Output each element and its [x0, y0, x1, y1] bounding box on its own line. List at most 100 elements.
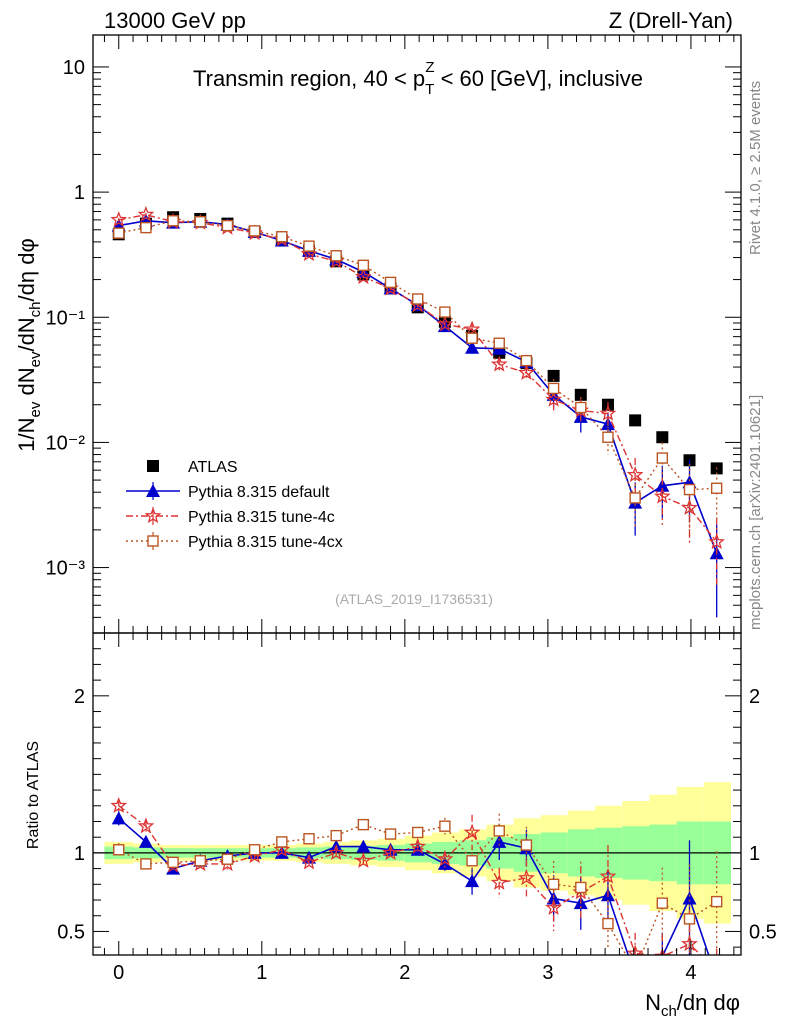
ratio-point [327, 844, 345, 861]
ratio-point [439, 820, 451, 832]
ratio-point [626, 944, 644, 955]
ratio-point [492, 834, 507, 848]
y-axis-ratio: 2 2 1 1 0.5 0.5 [57, 648, 777, 948]
ratio-point [382, 844, 399, 861]
y-axis-label-main: 1/Nev dNev/dNch/dη dφ [14, 238, 44, 451]
ratio-point [490, 873, 508, 890]
data-point [656, 431, 669, 444]
y-axis-main: 10 1 10⁻¹ 10⁻² 10⁻³ [46, 57, 741, 634]
data-point [466, 332, 478, 344]
legend-label: Pythia 8.315 default [188, 484, 330, 501]
legend-label: Pythia 8.315 tune-4c [188, 509, 335, 526]
data-point [683, 483, 696, 496]
x-tick-label: 3 [542, 962, 553, 984]
ratio-tick-label-left: 0.5 [57, 921, 85, 943]
data-point [520, 354, 533, 367]
legend-marker [144, 507, 162, 524]
ratio-point [437, 856, 452, 870]
plot-layer: 0 1 2 3 4 10 1 10⁻¹ 10⁻² 10⁻³ 2 2 1 1 0.5 0.5 ATLAS Pythi… [46, 34, 777, 985]
data-point [110, 211, 128, 227]
data-point [708, 533, 726, 550]
ratio-point [654, 947, 671, 955]
data-point [303, 240, 315, 252]
ratio-point [355, 852, 372, 868]
ratio-point [518, 869, 535, 886]
data-point [113, 227, 125, 239]
ratio-point [710, 972, 724, 985]
legend: ATLAS Pythia 8.315 default Pythia 8.315 tu… [126, 459, 343, 551]
data-point [167, 215, 179, 227]
data-point [602, 431, 614, 443]
data-point [629, 414, 642, 427]
data-point [547, 369, 560, 382]
data-point [330, 250, 342, 262]
series-0 [112, 211, 723, 475]
data-point [575, 401, 587, 414]
data-point [384, 276, 397, 289]
ratio-point [357, 818, 370, 831]
plot-title: Transmin region, 40 < pTZ < 60 [GeV], in… [193, 59, 643, 98]
ratio-point [547, 878, 560, 891]
ratio-point [710, 895, 723, 908]
ratio-point [575, 881, 587, 894]
ratio-line [118, 823, 718, 955]
ratio-point [137, 817, 155, 834]
ratio-point [384, 828, 397, 840]
y-axis-label-ratio: Ratio to ATLAS [25, 741, 42, 849]
ratio-point [110, 796, 128, 813]
y-tick-label: 10 [63, 57, 85, 79]
ratio-point [465, 874, 480, 888]
ratio-frame [92, 632, 742, 956]
ratio-tick-label-right: 0.5 [749, 921, 777, 943]
ratio-tick-label-right: 2 [749, 686, 760, 708]
ratio-point [248, 844, 261, 856]
ratio-point [628, 968, 642, 981]
ratio-point [140, 858, 152, 870]
ratio-point [463, 823, 481, 840]
series-2 [110, 205, 726, 587]
ratio-point [300, 853, 318, 870]
ratio-point [683, 913, 696, 925]
process-label: Z (Drell-Yan) [609, 8, 733, 33]
data-point [654, 487, 671, 504]
data-point [629, 492, 641, 504]
x-axis: 0 1 2 3 4 [103, 35, 735, 984]
data-point [463, 320, 481, 337]
ratio-point [520, 839, 533, 851]
ratio-tick-label-left: 1 [74, 843, 85, 865]
legend-label: Pythia 8.315 tune-4cx [188, 534, 343, 551]
ratio-point [681, 935, 698, 952]
data-point [710, 482, 723, 494]
legend-marker [147, 535, 159, 547]
ratio-point [602, 917, 614, 930]
data-point [599, 404, 617, 421]
x-tick-label: 0 [113, 962, 124, 984]
ratio-point [436, 850, 454, 867]
ratio-point [167, 856, 179, 869]
x-tick-label: 2 [399, 962, 410, 984]
ratio-point [466, 855, 478, 867]
ratio-point [656, 897, 669, 909]
ratio-point [493, 825, 505, 837]
ratio-point [330, 829, 342, 842]
y-tick-label: 10⁻³ [46, 558, 86, 580]
ratio-point [545, 899, 563, 915]
data-point [436, 315, 454, 332]
data-point [574, 388, 587, 401]
ratio-point [682, 891, 697, 905]
y-tick-label: 1 [74, 182, 85, 204]
data-point [194, 216, 206, 228]
ratio-point [630, 966, 640, 976]
y-tick-label: 10⁻² [46, 432, 86, 454]
x-tick-label: 1 [256, 962, 267, 984]
rivet-version-label: Rivet 4.1.0, ≥ 2.5M events [747, 81, 764, 255]
data-point [518, 363, 535, 380]
data-point [137, 205, 155, 222]
data-point [626, 466, 644, 483]
ratio-point [138, 834, 153, 848]
legend-label: ATLAS [188, 459, 238, 476]
data-point [412, 293, 424, 305]
data-point [547, 382, 560, 395]
ratio-point [409, 837, 427, 854]
